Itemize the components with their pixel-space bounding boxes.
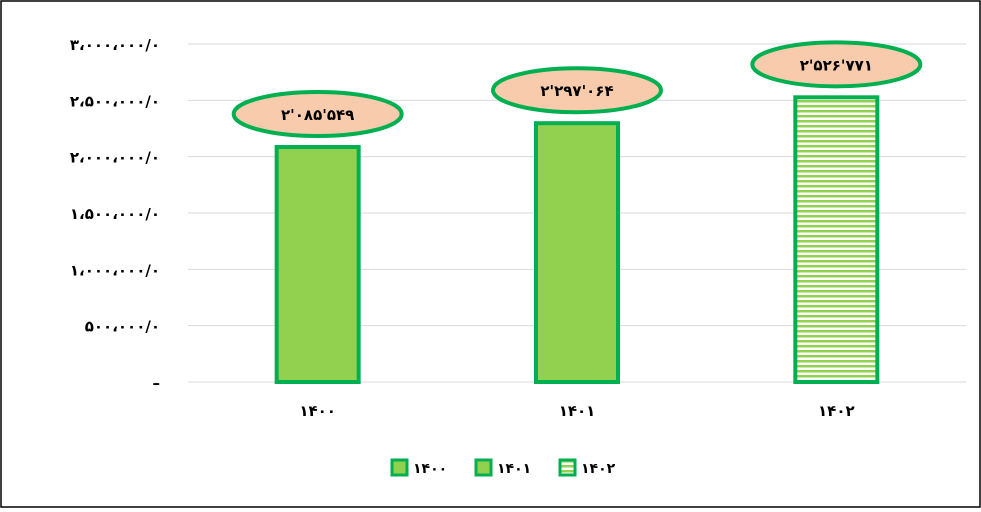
- data-label-1: ۲'۲۹۷'۰۶۴: [491, 66, 663, 115]
- legend-item-0[interactable]: ۱۴۰۰: [390, 458, 447, 477]
- data-label-0: ۲'۰۸۵'۵۴۹: [231, 90, 404, 139]
- legend-label: ۱۴۰۲: [581, 461, 616, 477]
- data-label-bubble: [750, 40, 923, 89]
- data-label-bubble: [491, 66, 663, 115]
- legend-item-1[interactable]: ۱۴۰۱: [474, 458, 531, 477]
- data-label-text: ۲'۲۹۷'۰۶۴: [540, 82, 613, 100]
- bar-2: [793, 95, 880, 384]
- legend-label: ۱۴۰۰: [413, 461, 447, 477]
- bar-0: [274, 145, 361, 384]
- data-label-text: ۲'۰۸۵'۵۴۹: [281, 106, 354, 124]
- y-tick-label: ۵۰۰،۰۰۰/۰: [85, 318, 160, 336]
- y-tick-label: –: [153, 374, 161, 392]
- legend-item-2[interactable]: ۱۴۰۲: [558, 458, 616, 477]
- x-axis-ticks: ۱۴۰۰ ۱۴۰۱ ۱۴۰۲: [299, 402, 854, 420]
- y-tick-label: ۳،۰۰۰،۰۰۰/۰: [70, 36, 160, 54]
- y-tick-label: ۲،۰۰۰،۰۰۰/۰: [70, 149, 160, 167]
- y-tick-label: ۲،۵۰۰،۰۰۰/۰: [70, 92, 160, 110]
- data-label-bubble: [231, 90, 404, 139]
- x-tick-label: ۱۴۰۰: [299, 402, 336, 420]
- legend-swatch: [474, 458, 493, 477]
- x-tick-label: ۱۴۰۱: [559, 402, 596, 420]
- bars: [274, 95, 880, 385]
- legend-swatch: [390, 458, 409, 477]
- data-labels: ۲'۰۸۵'۵۴۹ ۲'۲۹۷'۰۶۴ ۲'۵۲۶'۷۷۱: [231, 40, 923, 139]
- y-tick-label: ۱،۵۰۰،۰۰۰/۰: [70, 205, 160, 223]
- x-tick-label: ۱۴۰۲: [818, 402, 855, 420]
- data-label-2: ۲'۵۲۶'۷۷۱: [750, 40, 923, 89]
- bar-1: [534, 121, 620, 385]
- legend-label: ۱۴۰۱: [497, 461, 531, 477]
- legend-swatch: [558, 458, 577, 477]
- y-tick-label: ۱،۰۰۰،۰۰۰/۰: [70, 261, 160, 279]
- y-axis-ticks: – ۵۰۰،۰۰۰/۰ ۱،۰۰۰،۰۰۰/۰ ۱،۵۰۰،۰۰۰/۰ ۲،۰۰۰،۰۰…: [70, 36, 160, 392]
- legend[interactable]: ۱۴۰۰ ۱۴۰۱ ۱۴۰۲: [390, 458, 616, 477]
- data-label-text: ۲'۵۲۶'۷۷۱: [800, 56, 873, 74]
